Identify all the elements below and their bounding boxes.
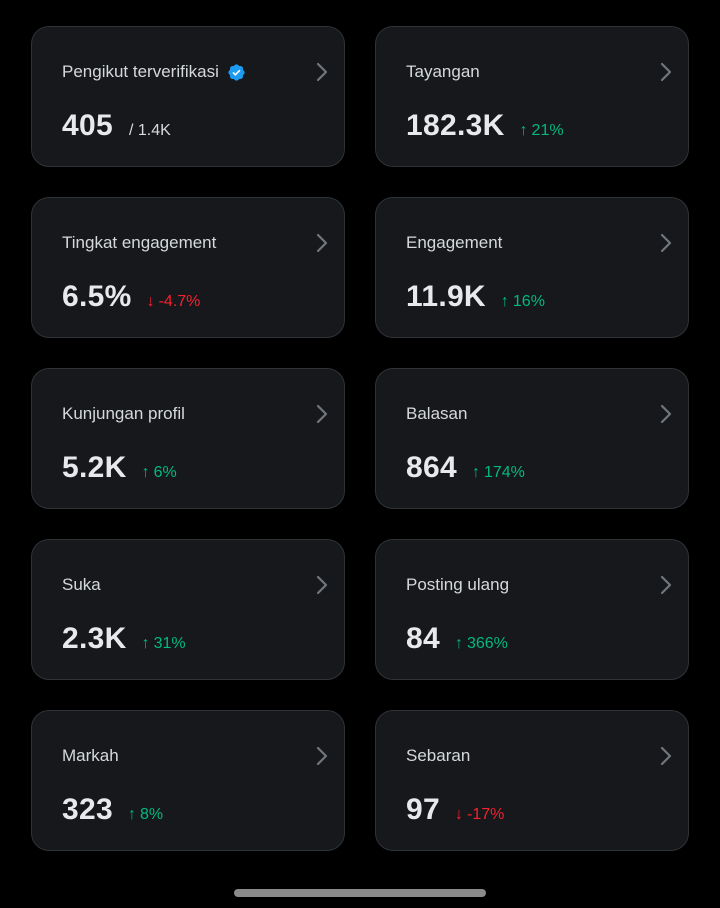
metric-delta: ↓ -4.7% [147, 293, 201, 311]
metric-value: 323 [62, 793, 113, 826]
chevron-right-icon [660, 746, 672, 766]
delta-value: -17% [466, 806, 505, 823]
delta-value: 16% [512, 293, 545, 310]
card-title: Posting ulang [406, 575, 510, 594]
card-title: Suka [62, 575, 101, 594]
card-title: Balasan [406, 404, 468, 423]
chevron-right-icon [316, 746, 328, 766]
metric-value: 6.5% [62, 280, 132, 313]
arrow-up-icon: ↑ [500, 293, 509, 310]
card-reposts[interactable]: Posting ulang 84 ↑ 366% [375, 539, 689, 680]
metric-value: 182.3K [406, 109, 505, 142]
metrics-grid: Pengikut terverifikasi 405 / 1.4K Tayang… [31, 26, 689, 851]
delta-value: 21% [531, 122, 564, 139]
arrow-up-icon: ↑ [141, 464, 150, 481]
metric-value: 2.3K [62, 622, 127, 655]
card-shares[interactable]: Sebaran 97 ↓ -17% [375, 710, 689, 851]
chevron-right-icon [660, 575, 672, 595]
card-title: Pengikut terverifikasi [62, 62, 246, 82]
delta-value: 174% [483, 464, 525, 481]
card-profile-visits[interactable]: Kunjungan profil 5.2K ↑ 6% [31, 368, 345, 509]
metric-value: 97 [406, 793, 440, 826]
verified-badge-icon [228, 63, 245, 81]
metric-delta: ↑ 16% [501, 293, 545, 311]
metric-row: 97 ↓ -17% [406, 793, 504, 827]
chevron-right-icon [316, 233, 328, 253]
delta-value: 366% [466, 635, 508, 652]
chevron-right-icon [660, 404, 672, 424]
chevron-right-icon [660, 233, 672, 253]
card-title: Markah [62, 746, 119, 765]
metric-delta: ↑ 174% [472, 464, 525, 482]
card-title: Tayangan [406, 62, 480, 81]
delta-value: 6% [153, 464, 177, 481]
arrow-up-icon: ↑ [471, 464, 480, 481]
metric-value: 405 [62, 109, 113, 142]
arrow-down-icon: ↓ [146, 293, 155, 310]
card-title: Tingkat engagement [62, 233, 217, 252]
metric-value: 864 [406, 451, 457, 484]
chevron-right-icon [316, 404, 328, 424]
delta-value: -4.7% [158, 293, 201, 310]
metric-delta: ↓ -17% [455, 806, 504, 824]
metric-row: 84 ↑ 366% [406, 622, 508, 656]
arrow-up-icon: ↑ [141, 635, 150, 652]
card-engagement[interactable]: Engagement 11.9K ↑ 16% [375, 197, 689, 338]
home-indicator[interactable] [234, 889, 486, 897]
delta-value: 8% [139, 806, 164, 823]
metric-row: 6.5% ↓ -4.7% [62, 280, 200, 314]
metric-row: 5.2K ↑ 6% [62, 451, 177, 485]
arrow-up-icon: ↑ [454, 635, 463, 652]
metric-delta: ↑ 8% [128, 806, 163, 824]
metric-row: 864 ↑ 174% [406, 451, 525, 485]
arrow-up-icon: ↑ [127, 806, 136, 823]
chevron-right-icon [316, 62, 328, 82]
metric-value: 5.2K [62, 451, 127, 484]
metric-delta: ↑ 366% [455, 635, 508, 653]
card-impressions[interactable]: Tayangan 182.3K ↑ 21% [375, 26, 689, 167]
metric-row: 323 ↑ 8% [62, 793, 163, 827]
card-engagement-rate[interactable]: Tingkat engagement 6.5% ↓ -4.7% [31, 197, 345, 338]
delta-value: 31% [153, 635, 186, 652]
metric-total: / 1.4K [128, 122, 171, 139]
card-title: Engagement [406, 233, 503, 252]
metric-delta: ↑ 21% [520, 122, 564, 140]
card-title: Kunjungan profil [62, 404, 185, 423]
metric-value: 11.9K [406, 280, 486, 313]
metric-delta: ↑ 31% [142, 635, 186, 653]
card-verified-followers[interactable]: Pengikut terverifikasi 405 / 1.4K [31, 26, 345, 167]
metric-row: 11.9K ↑ 16% [406, 280, 545, 314]
arrow-down-icon: ↓ [454, 806, 463, 823]
chevron-right-icon [316, 575, 328, 595]
chevron-right-icon [660, 62, 672, 82]
card-replies[interactable]: Balasan 864 ↑ 174% [375, 368, 689, 509]
card-title: Sebaran [406, 746, 471, 765]
metric-row: 405 / 1.4K [62, 109, 171, 143]
metric-row: 182.3K ↑ 21% [406, 109, 564, 143]
card-bookmarks[interactable]: Markah 323 ↑ 8% [31, 710, 345, 851]
metric-row: 2.3K ↑ 31% [62, 622, 186, 656]
card-likes[interactable]: Suka 2.3K ↑ 31% [31, 539, 345, 680]
metric-delta: ↑ 6% [142, 464, 177, 482]
arrow-up-icon: ↑ [519, 122, 528, 139]
card-title-label: Pengikut terverifikasi [62, 62, 219, 81]
metric-value: 84 [406, 622, 440, 655]
